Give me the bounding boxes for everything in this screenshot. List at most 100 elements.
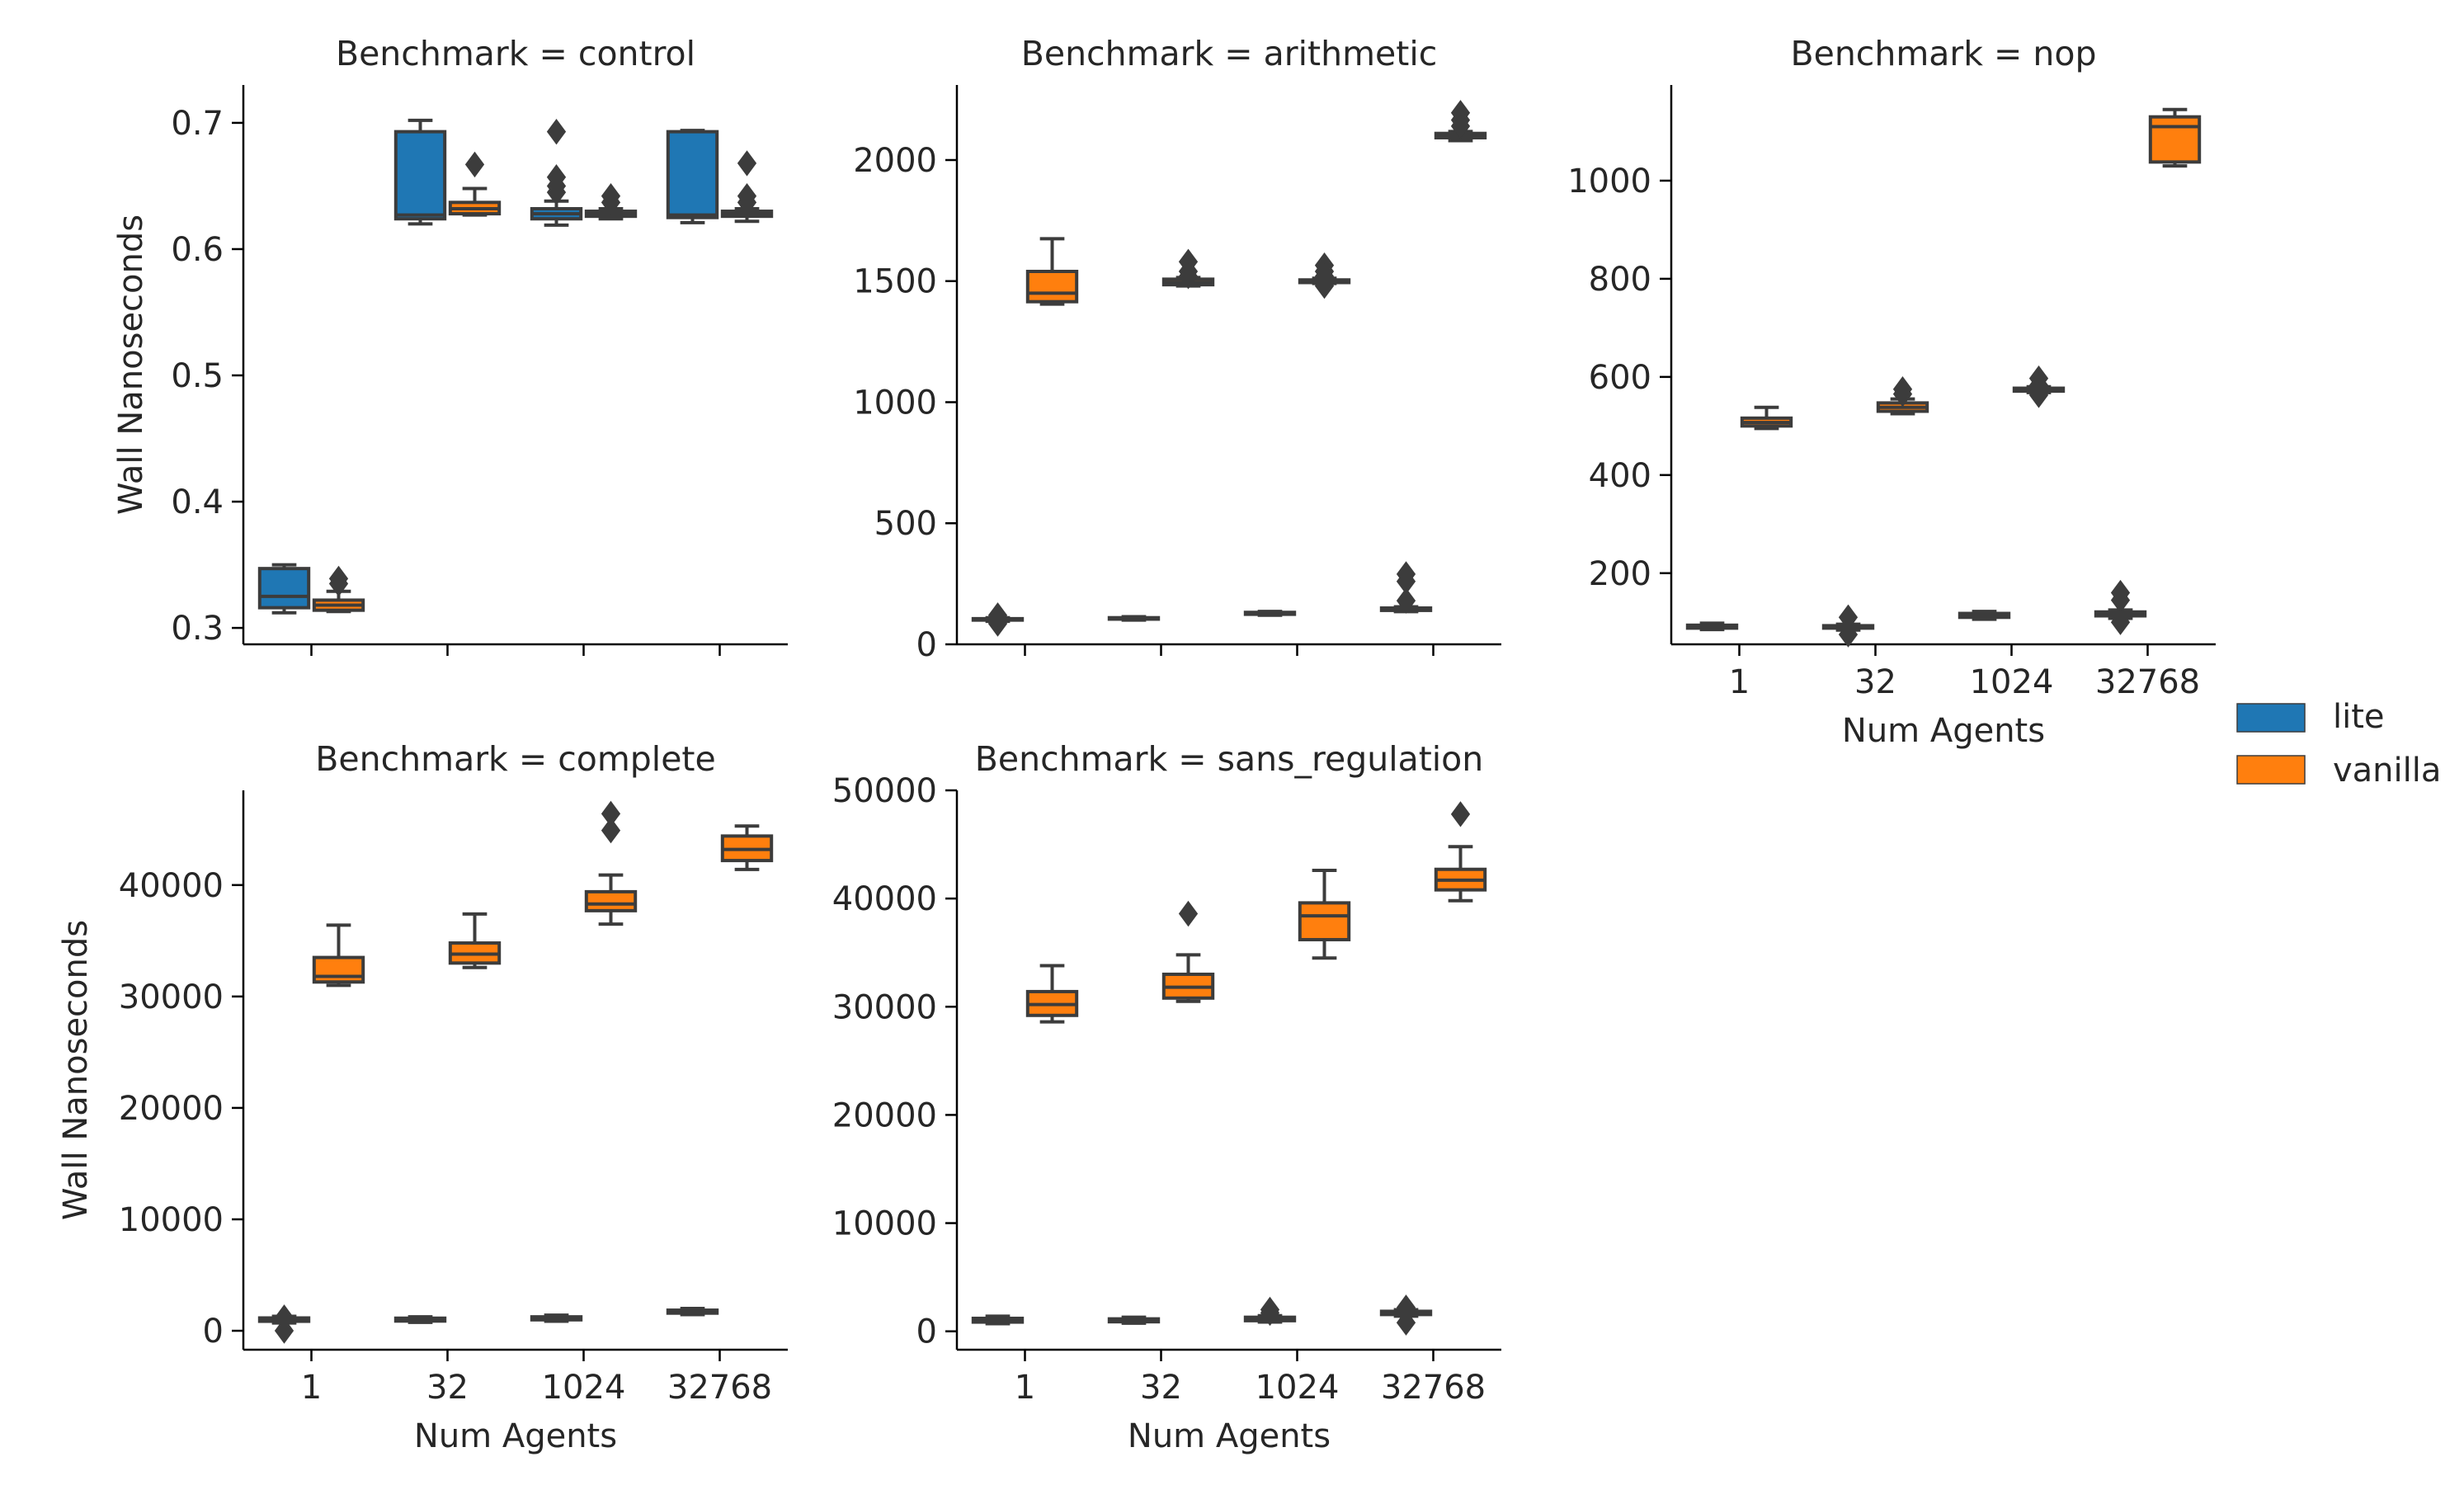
x-axis-label: Num Agents xyxy=(414,1417,617,1455)
y-tick-label: 200 xyxy=(1589,555,1651,593)
y-tick-label: 40000 xyxy=(119,867,224,905)
box-vanilla-32768 xyxy=(1434,100,1487,143)
box-iqr xyxy=(666,130,719,219)
box-iqr xyxy=(1025,270,1079,304)
box-iqr xyxy=(257,567,311,610)
x-tick-label: 1 xyxy=(1015,1369,1035,1407)
box-lite-32 xyxy=(1107,615,1161,622)
box-vanilla-32768 xyxy=(1434,801,1487,903)
y-tick-label: 20000 xyxy=(832,1096,937,1134)
facet-panel-3: Benchmark = nop 200 400 600 800 1000 1 32 1024 32… xyxy=(1567,34,2216,750)
box-lite-1 xyxy=(1685,621,1739,632)
y-tick-label: 10000 xyxy=(832,1205,937,1243)
x-tick-label: 32 xyxy=(1854,663,1896,701)
box-lite-1024 xyxy=(530,118,583,227)
box-vanilla-1024 xyxy=(584,182,638,221)
box-lite-1 xyxy=(971,1314,1025,1326)
outlier-point xyxy=(987,602,1008,629)
facet-panel-5: Benchmark = sans_regulation 0 10000 20000 30… xyxy=(832,739,1501,1455)
y-tick-label: 0 xyxy=(203,1313,224,1351)
box-lite-1024 xyxy=(530,1313,583,1323)
y-tick-label: 0.4 xyxy=(171,483,224,521)
box-lite-1024 xyxy=(1243,1296,1297,1327)
y-tick-label: 0.5 xyxy=(171,357,224,395)
facet-title: Benchmark = nop xyxy=(1790,34,2096,73)
outlier-point xyxy=(1260,1299,1280,1327)
x-tick-label: 1024 xyxy=(1256,1369,1340,1407)
x-tick-label: 1 xyxy=(1729,663,1750,701)
outlier-point xyxy=(1396,1309,1416,1336)
box-lite-32768 xyxy=(2094,579,2147,635)
legend-swatch-vanilla xyxy=(2236,755,2306,785)
y-tick-label: 0.3 xyxy=(171,610,224,648)
outlier-point xyxy=(464,151,485,178)
y-axis-label: Wall Nanoseconds xyxy=(112,214,150,515)
x-tick-label: 32768 xyxy=(1381,1369,1486,1407)
box-lite-1024 xyxy=(1243,610,1297,617)
y-tick-label: 1000 xyxy=(853,384,937,422)
box-vanilla-32 xyxy=(1161,248,1215,290)
legend: lite vanilla xyxy=(2236,698,2441,790)
box-lite-1 xyxy=(257,1304,311,1344)
legend-label-lite: lite xyxy=(2333,698,2385,736)
x-tick-label: 32768 xyxy=(667,1369,772,1407)
facet-panel-2: Benchmark = arithmetic 0 500 1000 1500 2000 xyxy=(853,34,1501,664)
x-axis-label: Num Agents xyxy=(1128,1417,1331,1455)
outlier-point xyxy=(1314,272,1335,299)
outlier-point xyxy=(737,189,757,216)
y-tick-label: 30000 xyxy=(832,988,937,1026)
facet-panel-4: Benchmark = complete 0 10000 20000 30000 4000… xyxy=(57,739,788,1455)
box-vanilla-32 xyxy=(1161,900,1215,1003)
box-vanilla-32 xyxy=(1876,376,1929,416)
y-tick-label: 500 xyxy=(874,505,937,543)
facet-title: Benchmark = sans_regulation xyxy=(975,739,1484,779)
box-lite-32768 xyxy=(1379,1294,1433,1336)
x-tick-label: 1024 xyxy=(542,1369,626,1407)
box-lite-32 xyxy=(393,1315,447,1324)
box-vanilla-1 xyxy=(1025,237,1079,306)
y-tick-label: 600 xyxy=(1589,359,1651,397)
box-lite-32 xyxy=(1821,604,1875,648)
outlier-point xyxy=(1178,263,1199,290)
box-iqr xyxy=(2148,115,2202,164)
outlier-point xyxy=(1450,801,1471,827)
box-lite-32 xyxy=(1107,1315,1161,1325)
box-vanilla-1024 xyxy=(584,800,638,926)
y-tick-label: 0 xyxy=(916,1313,937,1351)
y-tick-label: 400 xyxy=(1589,457,1651,495)
outlier-point xyxy=(1838,621,1859,648)
box-iqr xyxy=(584,889,638,912)
box-iqr xyxy=(312,955,365,984)
outlier-point xyxy=(2028,382,2049,408)
box-lite-32768 xyxy=(1379,561,1433,614)
y-tick-label: 30000 xyxy=(119,978,224,1016)
y-tick-label: 800 xyxy=(1589,261,1651,299)
box-vanilla-32 xyxy=(448,912,502,969)
box-lite-1 xyxy=(971,602,1025,637)
box-vanilla-1024 xyxy=(1298,869,1351,960)
x-tick-label: 32768 xyxy=(2095,663,2200,701)
outlier-point xyxy=(546,118,567,145)
y-tick-label: 50000 xyxy=(832,772,937,810)
facet-title: Benchmark = complete xyxy=(315,739,715,779)
box-iqr xyxy=(1298,901,1351,941)
outlier-point xyxy=(1892,380,1913,408)
box-lite-1 xyxy=(257,563,311,615)
facet-panel-1: Benchmark = control 0.3 0.4 0.5 0.6 0.7 Wall N… xyxy=(112,34,788,656)
box-vanilla-1 xyxy=(1740,405,1793,431)
outlier-point xyxy=(1178,900,1199,927)
outlier-point xyxy=(2110,609,2131,635)
x-tick-label: 1024 xyxy=(1970,663,2054,701)
box-vanilla-32 xyxy=(448,151,502,217)
legend-label-vanilla: vanilla xyxy=(2333,752,2441,790)
box-vanilla-32768 xyxy=(2148,107,2202,168)
box-vanilla-1024 xyxy=(2012,365,2066,408)
box-vanilla-32768 xyxy=(720,150,774,224)
y-tick-label: 40000 xyxy=(832,880,937,918)
outlier-point xyxy=(601,189,621,216)
box-vanilla-1 xyxy=(312,923,365,988)
box-lite-32768 xyxy=(666,129,719,224)
outlier-point xyxy=(274,1318,294,1344)
box-vanilla-32768 xyxy=(720,824,774,871)
